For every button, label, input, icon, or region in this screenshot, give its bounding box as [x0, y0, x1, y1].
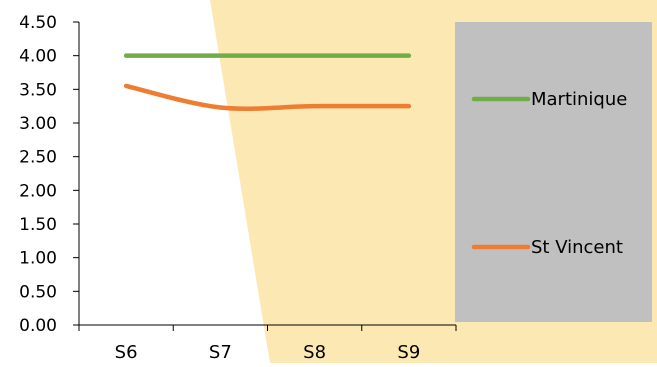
series-line-1	[123, 83, 412, 111]
y-tick-label: 2.00	[19, 181, 57, 201]
legend-label: St Vincent	[531, 237, 623, 258]
y-tick-label: 3.50	[19, 80, 57, 100]
legend-box	[455, 22, 652, 322]
x-tick-label: S9	[397, 342, 420, 363]
series-layer	[123, 53, 412, 111]
y-tick-label: 2.50	[19, 148, 57, 168]
y-tick-label: 4.00	[19, 47, 57, 67]
y-tick-label: 1.50	[19, 215, 57, 235]
x-tick-label: S7	[209, 342, 232, 363]
x-tick-label: S6	[115, 342, 138, 363]
y-tick-label: 3.00	[19, 114, 57, 134]
legend: Martinique St Vincent	[471, 89, 627, 258]
y-tick-label: 0.00	[19, 316, 57, 336]
y-tick-label: 1.00	[19, 249, 57, 269]
x-axis: S6 S7 S8 S9	[78, 324, 457, 363]
y-axis: 0.00 0.50 1.00 1.50 2.00 2.50 3.00 3.50 4.00 4.50	[19, 13, 80, 336]
x-tick-label: S8	[303, 342, 326, 363]
legend-label: Martinique	[531, 89, 627, 110]
y-tick-label: 4.50	[19, 13, 57, 33]
y-tick-label: 0.50	[19, 282, 57, 302]
